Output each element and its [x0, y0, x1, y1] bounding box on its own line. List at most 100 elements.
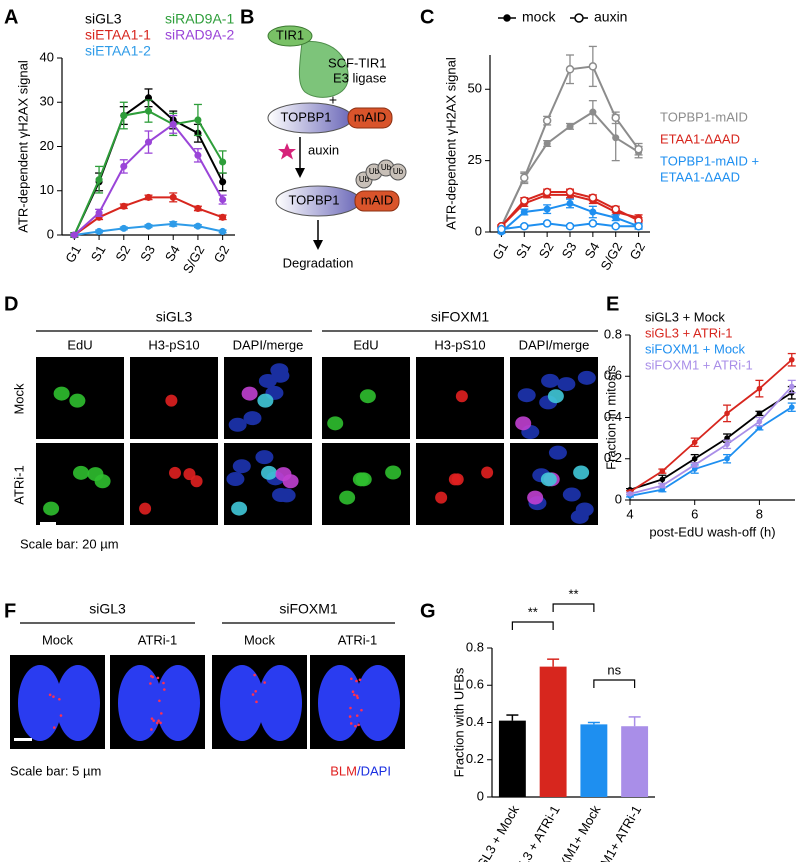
- data-point: [194, 116, 202, 124]
- x-tick-label: G1: [62, 243, 84, 266]
- nucleus: [562, 487, 581, 502]
- condition-label: ATRi-1: [338, 632, 377, 647]
- blm-focus: [48, 693, 52, 697]
- blm-focus: [355, 694, 359, 698]
- data-point: [169, 220, 177, 228]
- data-point: [565, 187, 575, 197]
- nucleus: [517, 388, 536, 403]
- blm-focus: [157, 719, 160, 722]
- data-point: [120, 202, 128, 210]
- auxin-star: [278, 143, 296, 160]
- data-point: [788, 383, 795, 390]
- legend-marker: [503, 14, 511, 22]
- nucleus: [327, 416, 344, 431]
- blm-focus: [59, 714, 63, 717]
- legend-entry: siETAA1-2: [85, 43, 151, 59]
- nucleus: [540, 472, 557, 487]
- channel-label: H3-pS10: [434, 337, 485, 352]
- data-point: [566, 122, 574, 130]
- x-tick-label: S3: [137, 243, 158, 264]
- stain-label: /DAPI: [357, 763, 391, 778]
- data-point: [691, 466, 698, 472]
- x-tick-label: S/G2: [180, 243, 208, 276]
- ligase-label: E3 ligase: [333, 70, 386, 85]
- data-point: [566, 199, 574, 208]
- y-tick-label: 10: [40, 182, 54, 197]
- blm-focus: [156, 676, 160, 680]
- significance-bracket: [593, 679, 636, 688]
- blm-focus: [150, 717, 154, 720]
- data-point: [542, 219, 552, 228]
- data-point: [589, 108, 597, 116]
- y-axis-label: ATR-dependent γH2AX signal: [443, 57, 458, 230]
- y-tick-label: 0.2: [466, 751, 484, 766]
- blm-focus: [355, 714, 359, 717]
- y-tick-label: 0: [47, 226, 54, 241]
- blm-focus: [358, 678, 362, 682]
- data-point: [95, 176, 103, 184]
- y-tick-label: 0: [475, 223, 482, 238]
- receptor-label: TIR1: [276, 27, 304, 42]
- nucleus: [527, 490, 544, 505]
- group-label: siGL3: [156, 309, 193, 325]
- nucleus: [241, 386, 258, 401]
- scale-bar: [14, 738, 32, 741]
- blm-focus: [158, 699, 161, 703]
- data-point: [144, 222, 153, 230]
- nucleus: [541, 373, 560, 388]
- ub-label: Ub: [359, 175, 370, 184]
- panel-letter: G: [420, 600, 436, 622]
- data-point: [691, 455, 698, 462]
- data-point: [169, 120, 177, 128]
- nucleus: [69, 393, 86, 408]
- series-line: [629, 385, 793, 495]
- data-point: [724, 441, 730, 448]
- bar: [621, 726, 649, 797]
- data-point: [659, 468, 666, 474]
- ligase-shape: [298, 40, 349, 98]
- ub-label: Ub: [393, 167, 404, 176]
- panel-letter: E: [606, 293, 619, 315]
- chromatin: [18, 665, 62, 741]
- blm-focus: [351, 690, 355, 694]
- y-tick-label: 20: [40, 138, 54, 153]
- y-tick-label: 0.6: [604, 368, 622, 383]
- legend-entry: TOPBP1-mAID: [660, 109, 748, 124]
- condition-label: ATRi-1: [138, 632, 177, 647]
- y-tick-label: 0.4: [604, 409, 622, 424]
- data-point: [691, 439, 698, 446]
- nucleus: [385, 465, 402, 480]
- data-point: [634, 144, 643, 154]
- blm-focus: [354, 724, 357, 728]
- nucleus: [282, 474, 299, 489]
- significance-label: ns: [607, 662, 621, 677]
- y-axis-label: Fraction in mitosis: [603, 365, 618, 470]
- data-point: [95, 209, 103, 217]
- group-label: siFOXM1: [431, 309, 490, 325]
- panel-letter: B: [240, 6, 254, 28]
- channel-label: EdU: [353, 337, 378, 352]
- blm-focus: [356, 696, 359, 700]
- data-point: [219, 196, 227, 204]
- blm-focus: [149, 682, 152, 685]
- x-tick-label: S1: [88, 243, 109, 264]
- data-point: [788, 404, 795, 410]
- x-tick-label: G1: [489, 240, 511, 263]
- significance-bracket: [511, 621, 554, 630]
- nucleus: [575, 502, 594, 517]
- y-axis-label: ATR-dependent γH2AX signal: [15, 60, 30, 233]
- bar: [580, 724, 608, 797]
- nucleus: [359, 389, 376, 404]
- blm-focus: [150, 674, 153, 678]
- nucleus: [257, 393, 274, 408]
- data-point: [659, 482, 666, 489]
- nucleus: [261, 465, 278, 480]
- data-point: [588, 62, 598, 71]
- data-point: [543, 139, 551, 148]
- data-point: [756, 425, 763, 431]
- nucleus: [165, 394, 178, 407]
- nucleus: [231, 501, 248, 516]
- data-point: [542, 187, 552, 197]
- channel-label: DAPI/merge: [519, 337, 590, 352]
